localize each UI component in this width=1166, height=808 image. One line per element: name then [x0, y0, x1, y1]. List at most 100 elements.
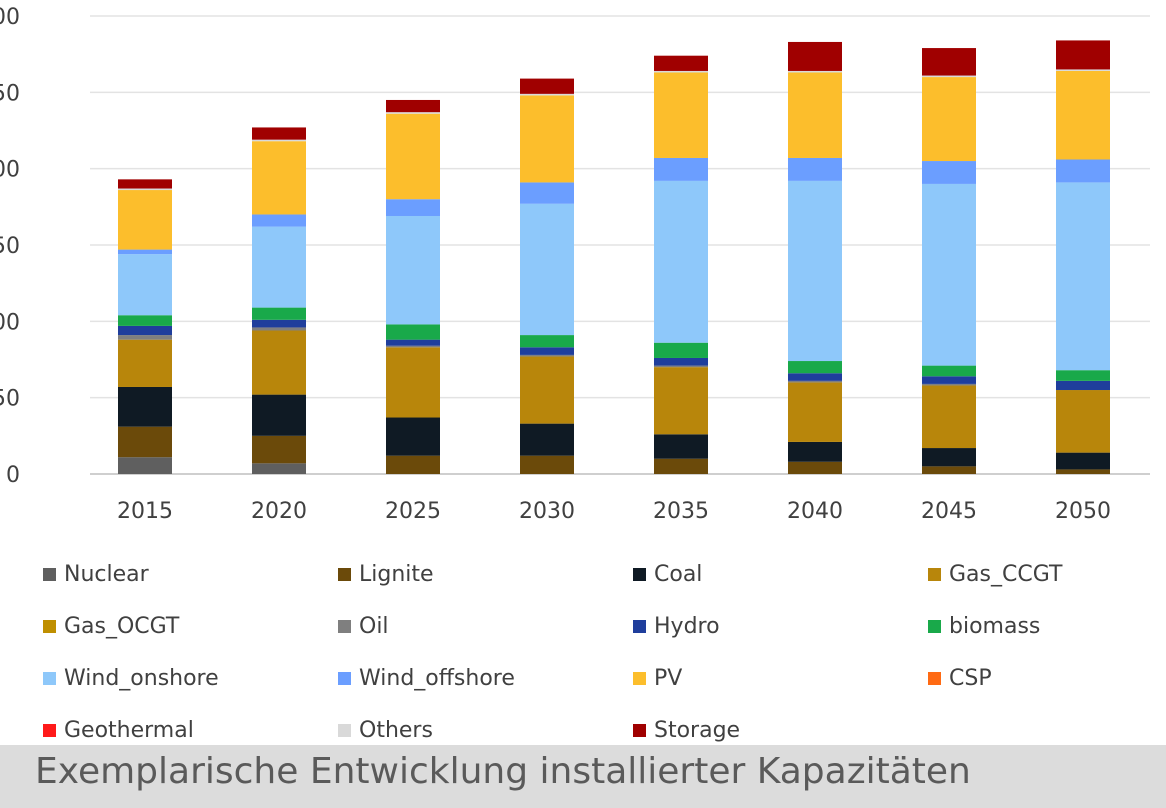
bar-segment-storage-2015	[118, 179, 172, 189]
bar-segment-wind-offshore-2050	[1056, 159, 1110, 183]
bar-segment-gas-ccgt-2025	[386, 347, 440, 418]
legend-swatch	[43, 567, 56, 581]
bar-segment-storage-2040	[788, 41, 842, 71]
caption-text: Exemplarische Entwicklung installierter …	[35, 751, 971, 792]
bar-segment-wind-onshore-2025	[386, 215, 440, 325]
y-tick-label: 300	[0, 5, 20, 30]
bar-segment-others-2035	[654, 70, 708, 73]
bar-segment-coal-2040	[788, 441, 842, 462]
y-tick-label: 150	[0, 234, 20, 259]
x-tick-label: 2020	[251, 499, 307, 524]
bar-segment-storage-2045	[922, 48, 976, 76]
legend-label: Wind_offshore	[359, 665, 515, 691]
bar-segment-wind-onshore-2050	[1056, 182, 1110, 371]
y-tick-label: 200	[0, 158, 20, 183]
legend-swatch	[338, 619, 351, 633]
bar-segment-oil-2040	[788, 380, 842, 383]
bar-segment-lignite-2050	[1056, 469, 1110, 474]
bar-segment-oil-2015	[118, 335, 172, 340]
bar-segment-storage-2050	[1056, 40, 1110, 70]
legend-label: Others	[359, 717, 433, 743]
bar-segment-biomass-2020	[252, 307, 306, 320]
legend-label: Hydro	[654, 613, 720, 639]
bar-segment-lignite-2020	[252, 435, 306, 464]
legend-label: Gas_CCGT	[949, 561, 1063, 587]
bar-segment-storage-2035	[654, 55, 708, 71]
legend-item-wind-onshore: Wind_onshore	[43, 652, 338, 704]
bar-segment-nuclear-2020	[252, 463, 306, 474]
bar-segment-wind-onshore-2035	[654, 180, 708, 343]
x-tick-label: 2025	[385, 499, 441, 524]
bar-segment-oil-2020	[252, 327, 306, 331]
bar-segment-gas-ccgt-2050	[1056, 390, 1110, 453]
bar-segment-wind-offshore-2015	[118, 249, 172, 255]
bar-segment-lignite-2040	[788, 461, 842, 474]
bar-segment-hydro-2020	[252, 319, 306, 328]
bar-segment-gas-ccgt-2035	[654, 367, 708, 435]
bar-segment-oil-2035	[654, 365, 708, 368]
bar-segment-gas-ccgt-2020	[252, 330, 306, 395]
bar-segment-wind-offshore-2040	[788, 157, 842, 181]
bar-segment-coal-2045	[922, 448, 976, 467]
bar-segment-others-2025	[386, 112, 440, 114]
bar-segment-wind-onshore-2045	[922, 183, 976, 366]
bar-segment-lignite-2045	[922, 466, 976, 474]
bar-segment-wind-onshore-2040	[788, 180, 842, 362]
legend-label: biomass	[949, 613, 1041, 639]
bar-segment-gas-ccgt-2015	[118, 339, 172, 387]
bar-segment-others-2040	[788, 70, 842, 73]
bar-segment-others-2045	[922, 75, 976, 78]
bar-segment-others-2050	[1056, 69, 1110, 71]
bar-segment-hydro-2035	[654, 357, 708, 366]
bar-segment-pv-2025	[386, 113, 440, 200]
legend-label: Lignite	[359, 561, 434, 587]
legend-label: Oil	[359, 613, 389, 639]
stacked-bar-chart: 0 50 100 150 200 250 300 2015 2020 2025 2030 2035 20…	[0, 5, 1150, 524]
bar-segment-wind-offshore-2030	[520, 182, 574, 204]
bar-segment-biomass-2050	[1056, 370, 1110, 381]
legend-swatch	[43, 619, 56, 633]
bar-segment-hydro-2050	[1056, 380, 1110, 391]
legend-item-pv: PV	[633, 652, 928, 704]
bar-segment-coal-2020	[252, 394, 306, 436]
legend-swatch	[928, 619, 941, 633]
legend-item-hydro: Hydro	[633, 600, 928, 652]
legend-item-nuclear: Nuclear	[43, 548, 338, 600]
bar-segment-pv-2050	[1056, 70, 1110, 160]
legend-swatch	[338, 671, 351, 685]
bar-segment-wind-offshore-2035	[654, 157, 708, 181]
bar-segment-hydro-2030	[520, 347, 574, 355]
legend-item-gas-ocgt: Gas_OCGT	[43, 600, 338, 652]
y-tick-label: 0	[6, 463, 20, 488]
bar-segment-coal-2035	[654, 434, 708, 459]
bar-segment-others-2015	[118, 188, 172, 191]
x-tick-label: 2035	[653, 499, 709, 524]
y-tick-label: 250	[0, 81, 20, 106]
caption-bar: Exemplarische Entwicklung installierter …	[0, 745, 1166, 808]
bar-segment-wind-offshore-2025	[386, 199, 440, 216]
bar-segment-gas-ccgt-2045	[922, 385, 976, 449]
bar-segment-oil-2025	[386, 345, 440, 348]
bar-segment-coal-2025	[386, 417, 440, 456]
legend-swatch	[633, 671, 646, 685]
x-tick-label: 2050	[1055, 499, 1111, 524]
legend-label: PV	[654, 665, 683, 691]
bar-segment-others-2020	[252, 139, 306, 142]
bar-segment-wind-offshore-2045	[922, 161, 976, 184]
bar-segment-biomass-2030	[520, 335, 574, 348]
bar-segment-storage-2020	[252, 127, 306, 140]
y-tick-label: 50	[0, 387, 20, 412]
x-tick-label: 2030	[519, 499, 575, 524]
legend-swatch	[43, 723, 56, 737]
legend-item-others: Others	[338, 704, 633, 756]
y-tick-label: 100	[0, 310, 20, 335]
bar-segment-nuclear-2015	[118, 457, 172, 474]
legend-item-oil: Oil	[338, 600, 633, 652]
bar-segment-wind-onshore-2020	[252, 226, 306, 308]
bar-segment-gas-ccgt-2030	[520, 356, 574, 424]
bar-segment-hydro-2040	[788, 373, 842, 381]
bar-segment-pv-2040	[788, 72, 842, 158]
bar-segment-pv-2035	[654, 72, 708, 158]
x-tick-label: 2040	[787, 499, 843, 524]
legend-item-coal: Coal	[633, 548, 928, 600]
